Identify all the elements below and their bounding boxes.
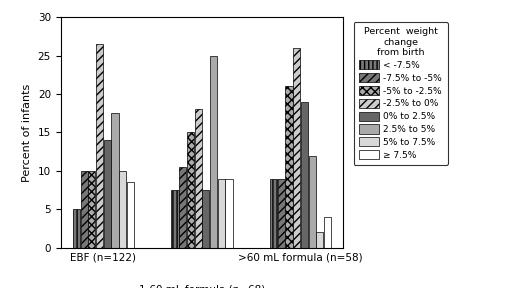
Bar: [293, 48, 300, 248]
Bar: [285, 86, 292, 248]
Bar: [278, 179, 285, 248]
Bar: [81, 171, 88, 248]
Bar: [225, 179, 232, 248]
Bar: [187, 132, 194, 248]
Bar: [96, 44, 103, 248]
Bar: [324, 217, 331, 248]
Bar: [119, 171, 126, 248]
Y-axis label: Percent of infants: Percent of infants: [22, 83, 32, 182]
Text: 1-60 mL formula (n=68): 1-60 mL formula (n=68): [139, 285, 265, 288]
Legend: < -7.5%, -7.5% to -5%, -5% to -2.5%, -2.5% to 0%, 0% to 2.5%, 2.5% to 5%, 5% to : < -7.5%, -7.5% to -5%, -5% to -2.5%, -2.…: [354, 22, 447, 165]
Bar: [316, 232, 323, 248]
Bar: [270, 179, 277, 248]
Bar: [194, 109, 201, 248]
Bar: [218, 179, 225, 248]
Bar: [104, 140, 111, 248]
Bar: [210, 56, 217, 248]
Bar: [172, 190, 179, 248]
Bar: [203, 190, 210, 248]
Bar: [179, 167, 186, 248]
Bar: [127, 182, 134, 248]
Bar: [112, 113, 119, 248]
Bar: [73, 209, 80, 248]
Bar: [301, 102, 308, 248]
Bar: [88, 171, 95, 248]
Bar: [309, 156, 316, 248]
